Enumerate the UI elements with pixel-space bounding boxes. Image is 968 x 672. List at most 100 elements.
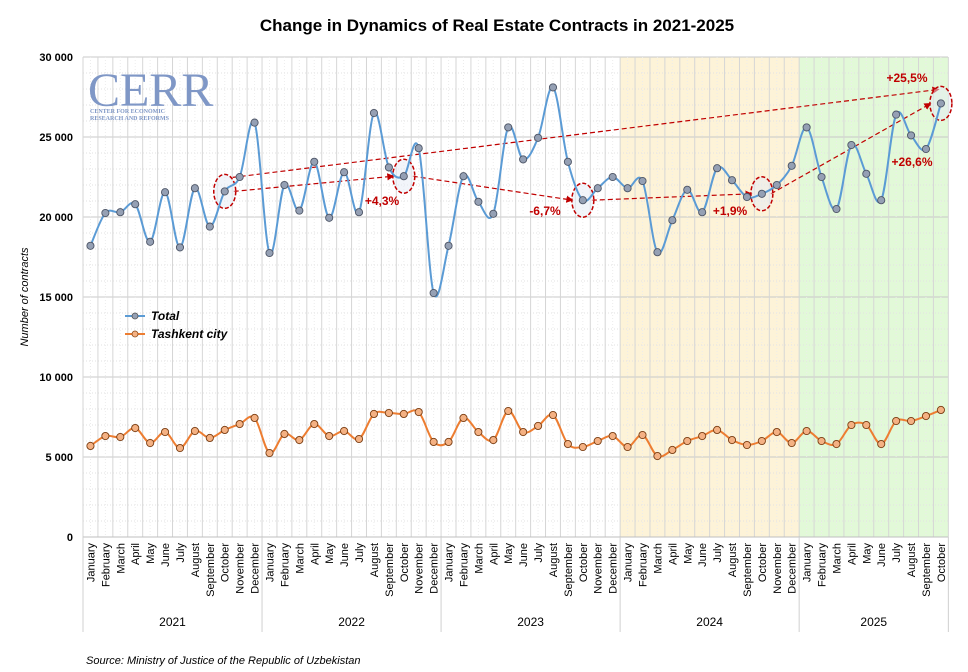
data-point [354,208,364,217]
data-point [190,184,199,193]
data-point [414,144,423,153]
data-point [175,443,185,453]
x-tick-label: July [354,543,366,563]
x-tick-label: March [652,543,664,574]
data-point [116,432,125,442]
data-point [921,144,931,154]
data-point [832,204,841,214]
data-point [220,425,229,435]
data-point [86,241,95,250]
x-tick-label: February [279,543,291,588]
data-point [161,427,170,437]
x-tick-label: August [906,543,918,577]
x-tick-label: February [458,543,470,588]
data-point [892,416,901,426]
data-point [369,108,378,118]
x-tick-label: March [473,543,485,574]
x-tick-label: November [772,543,784,594]
x-tick-label: December [429,543,441,594]
x-tick-label: June [876,543,888,567]
x-tick-label: February [638,543,650,588]
year-label: 2024 [696,615,723,629]
data-point [131,423,140,433]
x-tick-label: October [578,543,590,582]
data-point [653,248,662,257]
x-tick-label: April [667,543,679,565]
gridlines [82,56,949,538]
data-point [399,172,408,181]
data-point [340,168,349,177]
data-point [608,431,617,441]
x-tick-label: August [548,543,560,577]
data-point [936,99,945,108]
legend-label-tashkent: Tashkent city [151,327,229,341]
data-point [623,184,632,193]
x-tick-label: March [115,543,127,574]
data-point [444,437,453,447]
data-point [459,413,468,423]
x-axis: January February March April May June July Augu… [82,536,949,632]
x-tick-label: November [593,543,605,594]
data-point [787,161,796,170]
x-tick-label: December [250,543,262,594]
legend-item-tashkent: Tashkent city [125,327,229,341]
data-point [936,405,945,415]
x-tick-label: September [921,543,933,597]
data-point [444,241,453,250]
y-tick-label: 20 000 [39,212,73,224]
data-point [892,110,901,119]
data-point [653,451,662,461]
data-point [280,429,289,439]
annotation-arrow [233,173,395,192]
data-point [757,189,766,198]
data-point [787,438,796,448]
x-tick-label: April [846,543,858,565]
data-point [86,441,95,451]
data-point [534,421,543,431]
logo-subtitle-1: CENTER FOR ECONOMIC [90,109,165,115]
y-axis-label: Number of contracts [19,247,31,347]
y-tick-label: 30 000 [39,52,73,64]
data-point [489,435,498,445]
x-tick-label: October [936,543,948,582]
annotation-label: +26,6% [891,155,932,169]
data-point [146,237,155,246]
data-point [295,206,304,215]
data-point [772,427,781,437]
x-tick-label: November [235,543,247,594]
x-tick-label: August [190,543,202,577]
annotation-arrow [232,86,940,178]
data-point [877,196,886,205]
x-tick-label: January [85,543,97,583]
data-point [250,118,259,127]
x-tick-label: May [503,543,515,564]
annotation-label: +4,3% [365,194,400,208]
x-tick-label: May [145,543,157,564]
y-tick-label: 15 000 [39,292,73,304]
y-tick-label: 5 000 [45,452,73,464]
legend: Total Tashkent city [125,309,229,341]
data-point [921,411,931,421]
legend-marker-total [131,312,139,320]
data-point [399,409,408,419]
year-label: 2025 [860,615,887,629]
x-tick-label: October [220,543,232,582]
legend-marker-tashkent [131,330,139,338]
data-point [847,140,856,150]
x-tick-label: December [787,543,799,594]
data-point [175,243,185,252]
data-point [727,176,737,185]
data-point [459,172,468,181]
data-point [295,435,304,445]
data-point [742,192,751,202]
data-point [504,406,513,416]
data-point [325,431,334,441]
data-point [548,83,558,92]
year-label: 2023 [517,615,544,629]
data-point [265,248,274,258]
x-tick-label: March [831,543,843,574]
x-tick-label: June [697,543,709,567]
data-point [429,437,438,447]
data-point [116,208,125,217]
data-point [190,426,199,436]
